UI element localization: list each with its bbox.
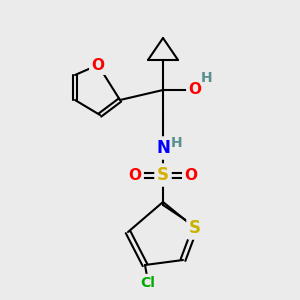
Text: H: H [201,71,213,85]
Text: H: H [171,136,183,150]
Text: O: O [184,167,197,182]
Text: Cl: Cl [141,276,155,290]
Text: O: O [92,58,104,73]
Text: N: N [156,139,170,157]
Text: S: S [157,166,169,184]
Text: S: S [189,219,201,237]
Text: O: O [188,82,202,98]
Text: O: O [128,167,142,182]
Text: N: N [156,139,170,157]
Text: O: O [92,58,104,73]
Text: H: H [171,136,183,150]
Text: Cl: Cl [141,276,155,290]
Text: S: S [157,166,169,184]
Text: O: O [188,82,202,98]
Text: O: O [184,167,197,182]
Text: O: O [128,167,142,182]
Text: H: H [201,71,213,85]
Text: S: S [189,219,201,237]
